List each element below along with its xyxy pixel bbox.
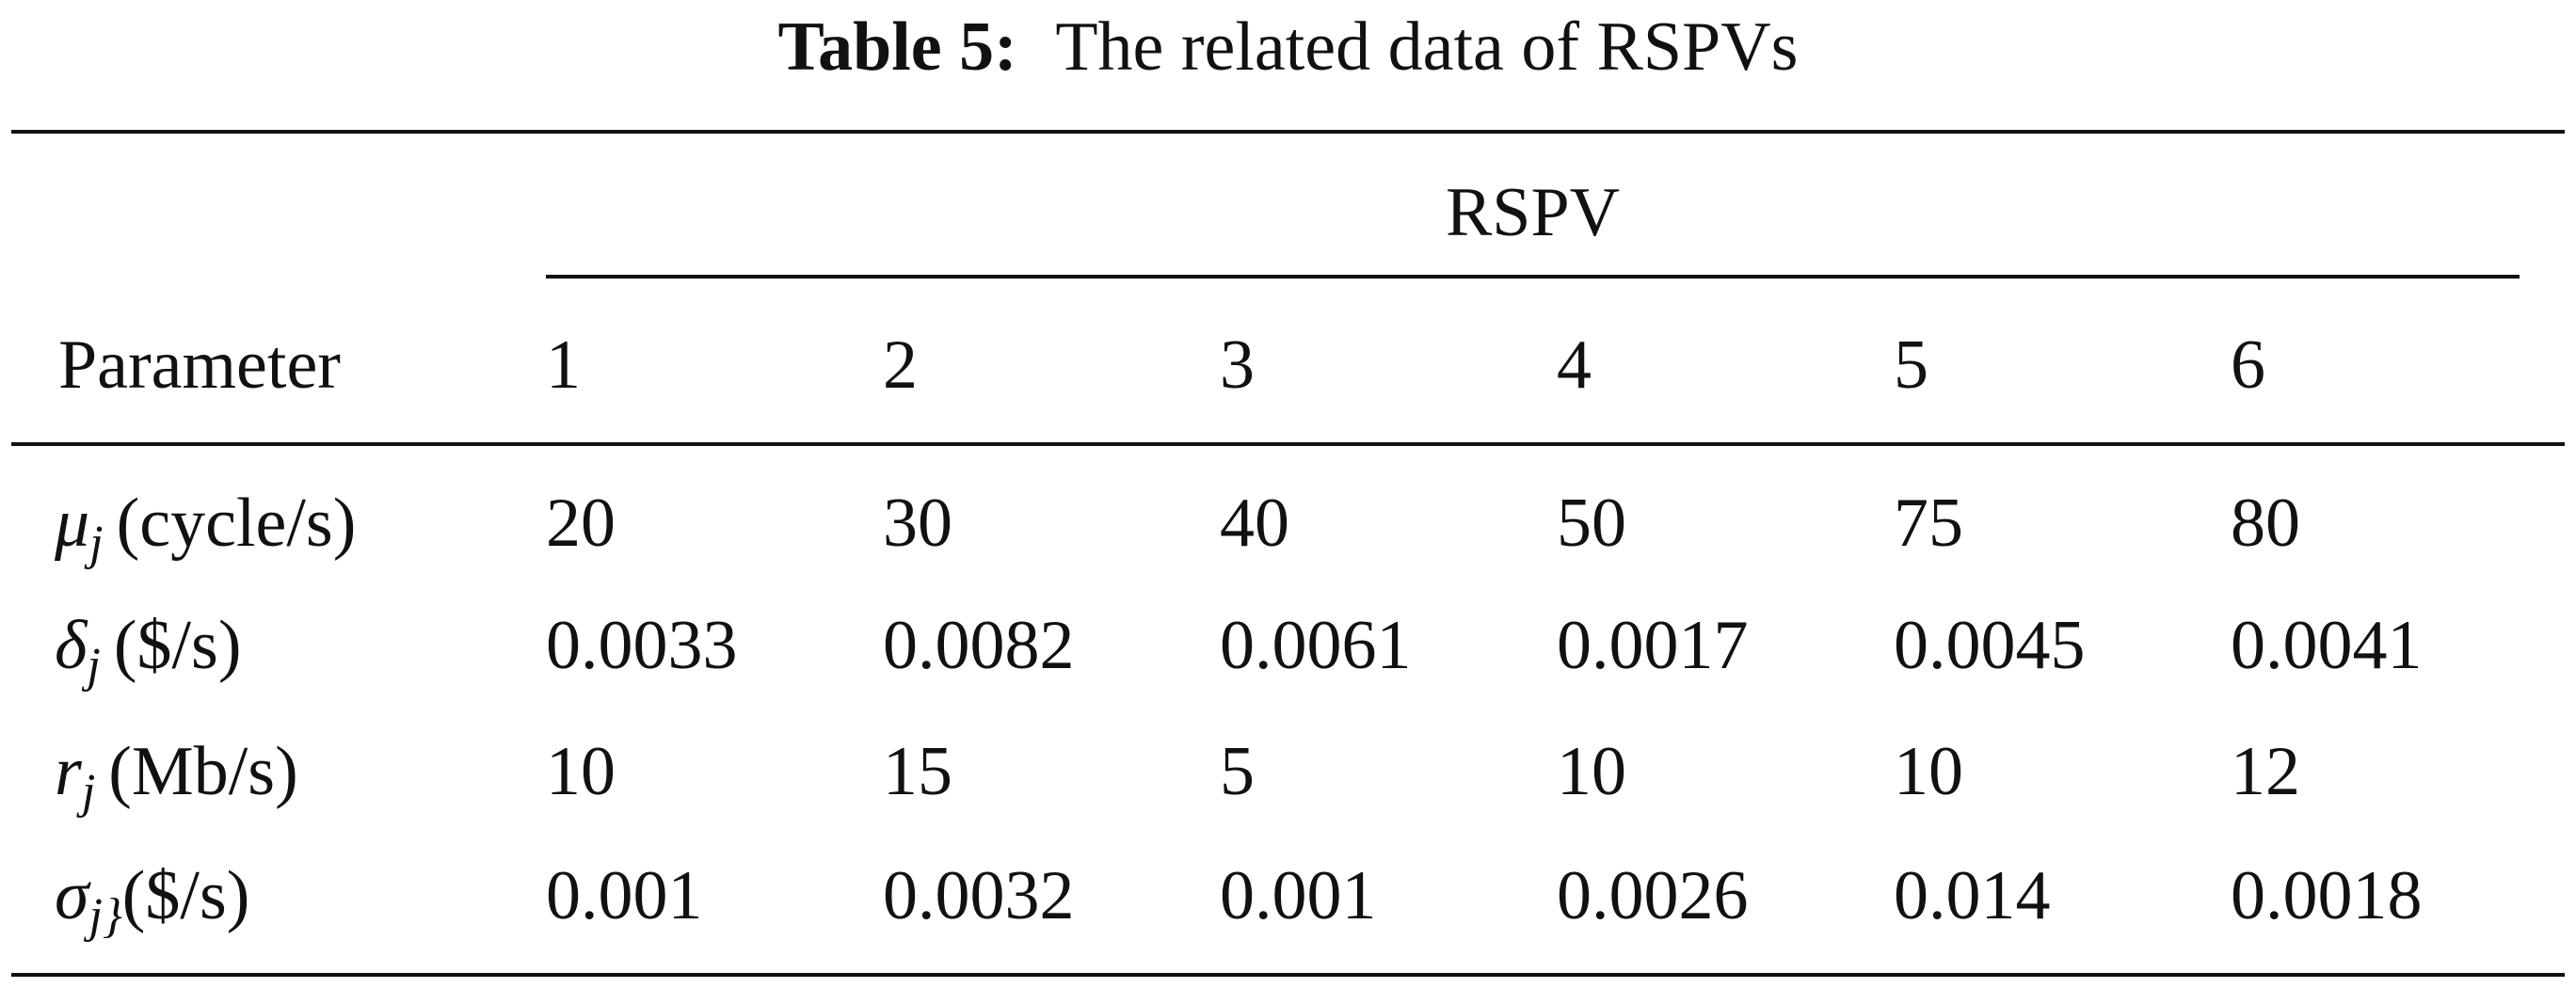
row-parameter-r: rj (Mb/s) xyxy=(55,728,298,836)
table-caption: Table 5: The related data of RSPVs xyxy=(0,4,2576,90)
stub-header-parameter: Parameter xyxy=(58,327,341,404)
parameter-subscript: j xyxy=(89,517,104,570)
parameter-symbol: σ xyxy=(55,857,89,934)
parameter-unit: (cycle/s) xyxy=(116,485,357,562)
parameter-unit: ($/s) xyxy=(113,607,242,684)
parameter-subscript: j xyxy=(87,639,101,693)
parameter-subscript: j} xyxy=(88,889,122,943)
table-cell: 30 xyxy=(883,485,952,562)
table-cell: 0.0061 xyxy=(1220,607,1412,684)
parameter-symbol: δ xyxy=(55,607,88,684)
table-cell: 15 xyxy=(883,733,952,810)
table-cell: 0.0017 xyxy=(1557,607,1749,684)
parameter-symbol: μ xyxy=(55,485,90,562)
table-cell: 0.0041 xyxy=(2231,607,2423,684)
table-cell: 0.001 xyxy=(1220,857,1377,934)
table-cell: 12 xyxy=(2231,733,2300,810)
row-parameter-sigma: σj}($/s) xyxy=(55,853,249,960)
row-parameter-delta: δj ($/s) xyxy=(55,602,242,709)
table-cell: 80 xyxy=(2231,485,2300,562)
table-cell: 10 xyxy=(1894,733,1963,810)
caption-label: Table 5: xyxy=(777,8,1017,86)
top-rule xyxy=(11,130,2565,134)
table-cell: 10 xyxy=(546,733,616,810)
parameter-unit: (Mb/s) xyxy=(108,733,298,810)
column-header: 4 xyxy=(1557,327,1592,404)
table-cell: 0.0045 xyxy=(1894,607,2086,684)
column-header: 6 xyxy=(2231,327,2265,404)
table-cell: 0.0018 xyxy=(2231,857,2423,934)
table-cell: 0.0033 xyxy=(546,607,738,684)
parameter-unit: ($/s) xyxy=(121,857,250,934)
table-cell: 75 xyxy=(1894,485,1963,562)
table-cell: 0.001 xyxy=(546,857,703,934)
table-cell: 0.0026 xyxy=(1557,857,1749,934)
column-header: 1 xyxy=(546,327,581,404)
table-cell: 50 xyxy=(1557,485,1626,562)
header-rule xyxy=(11,442,2565,446)
table-cell: 40 xyxy=(1220,485,1289,562)
bottom-rule xyxy=(11,973,2565,977)
table-cell: 0.0032 xyxy=(883,857,1075,934)
group-header-rspv: RSPV xyxy=(1445,174,1621,251)
caption-text: The related data of RSPVs xyxy=(1055,8,1799,86)
parameter-symbol: r xyxy=(55,733,82,810)
table-cell: 0.0082 xyxy=(883,607,1075,684)
parameter-subscript: j xyxy=(81,765,96,819)
column-header: 5 xyxy=(1894,327,1928,404)
group-header-rule xyxy=(546,275,2520,279)
column-header: 2 xyxy=(883,327,918,404)
row-parameter-mu: μj (cycle/s) xyxy=(55,480,356,587)
table-cell: 0.014 xyxy=(1894,857,2051,934)
column-header: 3 xyxy=(1220,327,1255,404)
table-cell: 10 xyxy=(1557,733,1626,810)
table-cell: 5 xyxy=(1220,733,1255,810)
table-cell: 20 xyxy=(546,485,616,562)
